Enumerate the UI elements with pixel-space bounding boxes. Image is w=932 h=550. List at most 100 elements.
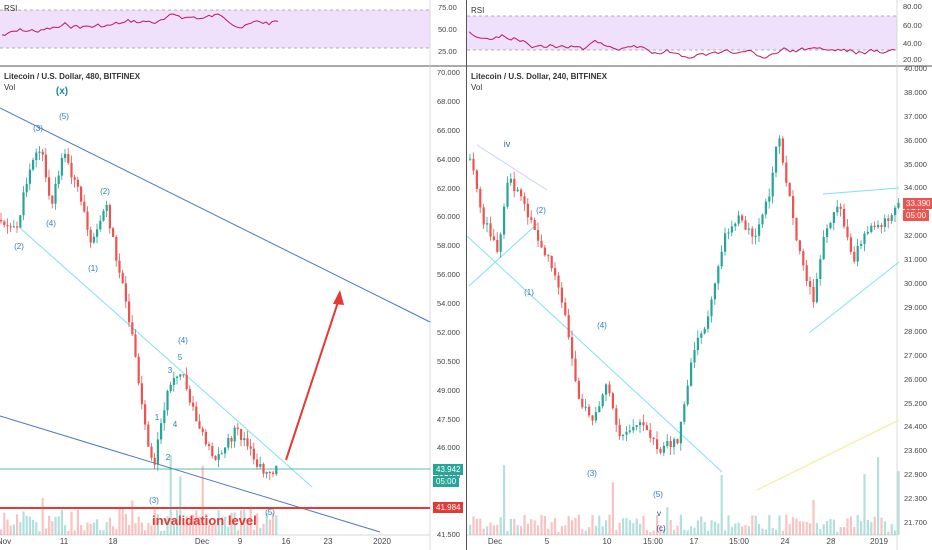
wave-label: (4) (46, 219, 56, 228)
wave-label: (5) (653, 490, 663, 499)
volume-bar (503, 465, 506, 535)
right-countdown-badge: 05:00 (903, 210, 930, 221)
volume-bar (622, 518, 625, 535)
axis-tick-label: 52.000 (437, 327, 460, 337)
volume-bar (754, 515, 757, 535)
candle-body (220, 453, 223, 455)
volume-bar (761, 528, 764, 535)
volume-bar (781, 530, 784, 535)
right-vol-label: Vol (471, 83, 483, 92)
candle-body (812, 286, 815, 303)
volume-bar (163, 530, 166, 535)
volume-bar (256, 513, 259, 535)
axis-tick-label: 64.000 (437, 154, 460, 164)
volume-bar (166, 516, 169, 535)
volume-bar (275, 515, 278, 535)
volume-bar (669, 519, 672, 535)
volume-bar (124, 514, 127, 535)
candle-body (795, 217, 798, 241)
invalidation-level-label: invalidation level (152, 513, 257, 528)
candle-body (211, 445, 214, 457)
candle-body (503, 206, 506, 235)
candle-body (83, 201, 86, 212)
candle-body (32, 160, 35, 170)
candle-body (632, 426, 635, 431)
axis-tick-label: 30.000 (904, 279, 927, 289)
candle-body (64, 154, 67, 159)
candle-body (700, 333, 703, 338)
candle-body (581, 398, 584, 408)
volume-bar (601, 526, 604, 535)
candle-body (744, 220, 747, 230)
volume-bar (846, 518, 849, 535)
right-chart-canvas[interactable] (467, 0, 932, 550)
candle-body (747, 228, 750, 230)
volume-bar (195, 510, 198, 535)
candle-body (124, 283, 127, 302)
volume-bar (201, 465, 204, 535)
wave-label: (2) (14, 242, 24, 251)
axis-tick-label: 29.000 (904, 302, 927, 312)
volume-bar (700, 516, 703, 535)
axis-tick-label: Nov (0, 537, 12, 546)
target-arrow (285, 295, 341, 461)
candle-body (144, 404, 147, 425)
volume-bar (25, 515, 28, 535)
candle-body (60, 158, 63, 176)
volume-bar (475, 518, 478, 535)
candle-body (577, 380, 580, 399)
volume-bar (220, 517, 223, 535)
candle-body (76, 179, 79, 187)
candle-body (140, 383, 143, 405)
candle-body (560, 287, 563, 303)
volume-bar (214, 524, 217, 535)
axis-tick-label: 36.000 (904, 135, 927, 145)
volume-bar (829, 518, 832, 535)
left-chart-canvas[interactable] (0, 0, 467, 550)
right-chart-pane[interactable]: RSI Litecoin / U.S. Dollar, 240, BITFINE… (467, 0, 932, 550)
pane-divider[interactable] (466, 0, 467, 550)
candle-body (108, 204, 111, 229)
volume-bar (262, 523, 265, 535)
candle-body (80, 186, 83, 202)
left-rsi-label: RSI (4, 4, 18, 13)
volume-bar (584, 530, 587, 535)
volume-bar (22, 511, 25, 535)
candle-body (160, 423, 163, 440)
wave-label: (1) (524, 288, 534, 297)
volume-bar (543, 515, 546, 535)
volume-bar (147, 522, 150, 535)
volume-bar (843, 527, 846, 535)
candle-body (38, 151, 41, 153)
candle-body (102, 210, 105, 221)
wave-label: (3) (33, 124, 43, 133)
candle-body (486, 223, 489, 225)
wave-label: (2) (536, 206, 546, 215)
volume-bar (696, 520, 699, 535)
volume-bar (537, 525, 540, 535)
volume-bar (208, 524, 211, 535)
volume-bar (591, 515, 594, 535)
volume-bar (727, 515, 730, 535)
candle-body (758, 224, 761, 236)
volume-bar (853, 527, 856, 535)
candle-body (686, 385, 689, 405)
candle-body (172, 378, 175, 385)
candle-body (635, 425, 638, 427)
volume-bar (252, 529, 255, 535)
volume-bar (176, 509, 179, 535)
volume-bar (574, 517, 577, 535)
volume-bar (54, 516, 57, 535)
volume-bar (144, 530, 147, 535)
candle-body (870, 225, 873, 233)
candle-body (153, 457, 156, 465)
left-chart-pane[interactable]: RSI Litecoin / U.S. Dollar, 480, BITFINE… (0, 0, 467, 550)
candle-body (482, 207, 485, 225)
candle-body (227, 438, 230, 448)
candle-body (554, 268, 557, 276)
candle-body (150, 446, 153, 458)
volume-bar (792, 517, 795, 535)
candle-body (35, 152, 38, 161)
axis-tick-label: 9 (237, 537, 243, 546)
candle-body (792, 196, 795, 218)
